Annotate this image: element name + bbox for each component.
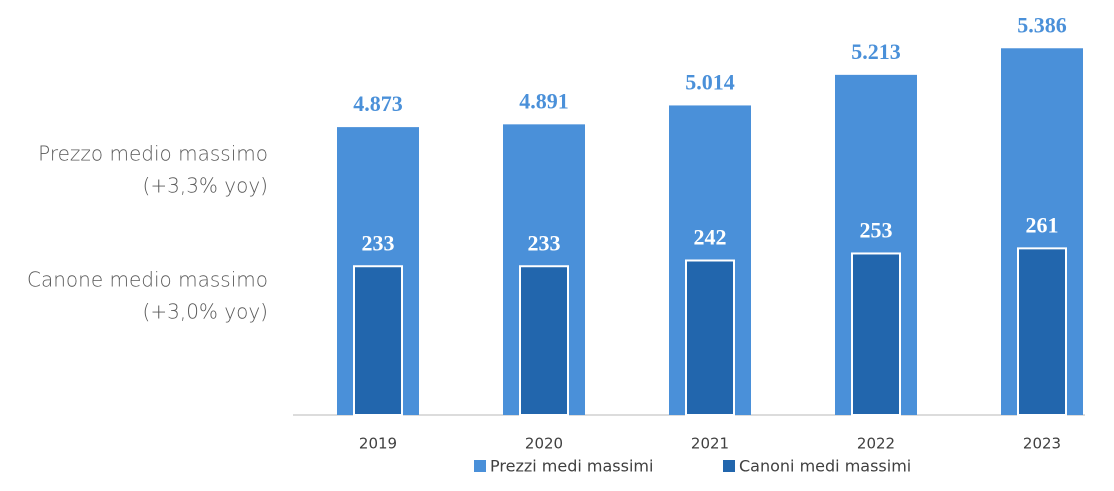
x-tick-label: 2020 bbox=[525, 435, 563, 453]
bar bbox=[685, 259, 735, 416]
annotation: Canone medio massimo bbox=[27, 268, 268, 292]
annotation: (+3,3% yoy) bbox=[143, 174, 268, 198]
data-label: 253 bbox=[860, 218, 893, 243]
annotation: (+3,0% yoy) bbox=[143, 300, 268, 324]
legend-label: Canoni medi massimi bbox=[739, 457, 911, 476]
data-label: 5.386 bbox=[1017, 12, 1067, 37]
bar bbox=[851, 252, 901, 416]
legend-swatch bbox=[474, 460, 486, 472]
data-label: 5.014 bbox=[685, 69, 735, 94]
data-label: 4.891 bbox=[519, 88, 569, 113]
data-label: 233 bbox=[528, 230, 561, 255]
bar bbox=[353, 265, 403, 416]
x-tick-label: 2019 bbox=[359, 435, 397, 453]
legend-swatch bbox=[723, 460, 735, 472]
x-tick-label: 2021 bbox=[691, 435, 729, 453]
data-label: 5.213 bbox=[851, 39, 901, 64]
annotation: Prezzo medio massimo bbox=[38, 142, 268, 166]
bar bbox=[1017, 247, 1067, 416]
data-label: 233 bbox=[362, 230, 395, 255]
data-label: 261 bbox=[1026, 212, 1059, 237]
data-label: 242 bbox=[694, 225, 727, 250]
x-tick-label: 2022 bbox=[857, 435, 895, 453]
data-label: 4.873 bbox=[353, 91, 403, 116]
legend-label: Prezzi medi massimi bbox=[490, 457, 653, 476]
x-tick-label: 2023 bbox=[1023, 435, 1061, 453]
bar bbox=[519, 265, 569, 416]
